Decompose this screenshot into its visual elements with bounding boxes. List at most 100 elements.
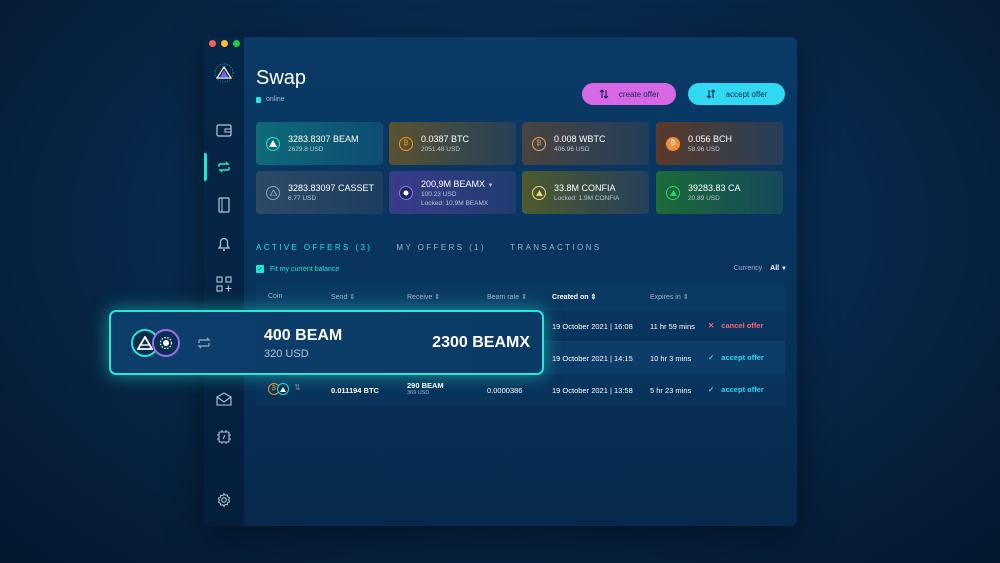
coin-pair: ₿ ⇅	[268, 383, 301, 395]
card-usd: 6.77 USD	[288, 195, 317, 202]
cancel-offer-button[interactable]: ✕ cancel offer	[708, 321, 763, 330]
currency-label: Currency	[733, 265, 763, 272]
card-usd: 100.23 USD	[421, 190, 457, 198]
card-locked: Locked: 1.9M CONFIA	[554, 195, 620, 202]
ca-icon	[666, 185, 680, 200]
close-window-button[interactable]	[209, 40, 216, 47]
sidebar	[204, 37, 244, 526]
col-receive[interactable]: Receive ⇕	[407, 293, 440, 301]
minimize-window-button[interactable]	[221, 40, 228, 47]
balance-card-ca[interactable]: 39283.83 CA 20.89 USD	[656, 171, 783, 214]
check-icon: ✓	[708, 385, 715, 394]
chip-settings-icon[interactable]	[214, 427, 234, 447]
card-amount: 33.8M CONFIA	[554, 183, 616, 193]
wallet-icon[interactable]	[214, 120, 234, 140]
status-text: online	[266, 96, 285, 103]
col-send[interactable]: Send ⇕	[331, 293, 355, 301]
swap-arrows-icon	[599, 89, 609, 99]
balance-card-wbtc[interactable]: ₿ 0.008 WBTC 406.96 USD	[522, 122, 649, 165]
casset-icon	[266, 185, 280, 200]
created-on-cell: 19 October 2021 | 14:15	[552, 354, 633, 363]
card-amount: 3283.8307 BEAM	[288, 134, 359, 144]
card-amount-text: 200,9M BEAMX	[421, 178, 486, 189]
col-expires-in[interactable]: Expires in ⇕	[650, 293, 689, 301]
sort-icon: ⇕	[521, 294, 528, 301]
currency-filter: Currency All ▼	[734, 265, 787, 272]
col-created-label: Created on	[552, 294, 589, 301]
col-beam-rate[interactable]: Beam rate ⇕	[487, 293, 527, 301]
created-on-cell: 19 October 2021 | 16:08	[552, 322, 633, 331]
address-book-icon[interactable]	[214, 195, 234, 215]
balance-card-casset[interactable]: 3283.83097 CASSET 6.77 USD	[256, 171, 383, 214]
tab-active-offers[interactable]: ACTIVE OFFERS (3)	[256, 243, 373, 252]
swap-arrows-icon	[195, 334, 213, 357]
accept-offer-row-button[interactable]: ✓ accept offer	[708, 353, 764, 362]
card-amount: 0.008 WBTC	[554, 134, 606, 144]
card-amount: 39283.83 CA	[688, 183, 741, 193]
col-send-label: Send	[331, 294, 348, 301]
receive-amount: 2300 BEAMX	[432, 334, 530, 351]
bitcoin-icon: ₿	[399, 136, 413, 151]
balance-card-btc[interactable]: ₿ 0.0387 BTC 2051.48 USD	[389, 122, 516, 165]
balance-card-beam[interactable]: 3283.8307 BEAM 2629.8 USD	[256, 122, 383, 165]
card-amount: 200,9M BEAMX ▼	[421, 179, 494, 189]
beamx-icon	[399, 185, 413, 200]
fit-balance-checkbox[interactable]: ✓	[256, 265, 264, 273]
page-title: Swap	[256, 67, 307, 89]
accept-offer-button[interactable]: accept offer	[688, 83, 785, 105]
accept-offer-row-button[interactable]: ✓ accept offer	[708, 385, 764, 394]
receive-amount: 290 BEAM	[407, 381, 444, 390]
settings-gear-icon[interactable]	[214, 490, 234, 510]
send-cell: 0.011194 BTC	[331, 386, 379, 395]
card-usd: 406.96 USD	[554, 146, 590, 153]
tab-my-offers[interactable]: MY OFFERS (1)	[396, 243, 487, 252]
notifications-bell-icon[interactable]	[214, 234, 234, 254]
messages-envelope-icon[interactable]	[214, 389, 234, 409]
card-usd: 2629.8 USD	[288, 146, 324, 153]
col-coin[interactable]: Coin	[268, 293, 283, 300]
fit-balance-label: Fit my current balance	[270, 265, 340, 273]
col-created-on[interactable]: Created on ⇕	[552, 293, 596, 301]
col-receive-label: Receive	[407, 294, 433, 301]
sort-icon: ⇕	[682, 294, 689, 301]
currency-select[interactable]: All ▼	[770, 265, 787, 272]
create-offer-button[interactable]: create offer	[582, 83, 676, 105]
swap-nav-icon[interactable]	[214, 157, 234, 177]
send-amount: 400 BEAM	[264, 327, 343, 344]
tab-transactions[interactable]: TRANSACTIONS	[510, 243, 602, 252]
sort-icon: ⇕	[590, 294, 597, 301]
send-usd: 320 USD	[264, 348, 309, 360]
sort-icon: ⇕	[349, 294, 356, 301]
created-on-cell: 19 October 2021 | 13:58	[552, 386, 633, 395]
chevron-down-icon: ▼	[781, 266, 787, 272]
card-amount: 0.056 BCH	[688, 134, 733, 144]
rate-cell: 0.0000386	[487, 386, 523, 395]
expires-in-cell: 10 hr 3 mins	[650, 354, 692, 363]
balance-card-confia[interactable]: 33.8M CONFIA Locked: 1.9M CONFIA	[522, 171, 649, 214]
table-row[interactable]: ₿ ⇅ 0.011194 BTC 290 BEAM 369 USD 0.0000…	[256, 373, 785, 405]
card-locked: Locked: 10,9M BEAMX	[421, 199, 489, 207]
bch-icon: ₿	[666, 136, 680, 151]
balance-card-bch[interactable]: ₿ 0.056 BCH 58.96 USD	[656, 122, 783, 165]
dropdown-caret-icon[interactable]: ▼	[487, 182, 494, 189]
action-label: cancel offer	[721, 321, 764, 330]
card-amount: 3283.83097 CASSET	[288, 183, 375, 193]
beamx-icon	[152, 329, 180, 357]
swap-icon: ⇅	[294, 383, 301, 392]
beam-icon	[277, 383, 289, 395]
table-header: Coin Send ⇕ Receive ⇕ Beam rate ⇕ Create…	[256, 284, 785, 309]
action-label: accept offer	[721, 353, 764, 362]
app-window: Swap online create offer accept offer 32…	[204, 37, 797, 526]
card-usd: 2051.48 USD	[421, 146, 461, 153]
balance-card-beamx[interactable]: 200,9M BEAMX ▼ 100.23 USD Locked: 10,9M …	[389, 171, 516, 214]
create-offer-label: create offer	[618, 89, 660, 99]
wbtc-icon: ₿	[532, 136, 546, 151]
highlighted-offer-row[interactable]: 400 BEAM 320 USD 2300 BEAMX	[109, 310, 544, 375]
confia-icon	[532, 185, 546, 200]
lock-icon	[256, 96, 261, 103]
receive-cell: 290 BEAM 369 USD	[407, 381, 444, 396]
fit-balance-filter: ✓ Fit my current balance	[256, 265, 339, 273]
col-rate-label: Beam rate	[487, 294, 520, 301]
maximize-window-button[interactable]	[233, 40, 240, 47]
apps-grid-icon[interactable]	[214, 274, 234, 294]
